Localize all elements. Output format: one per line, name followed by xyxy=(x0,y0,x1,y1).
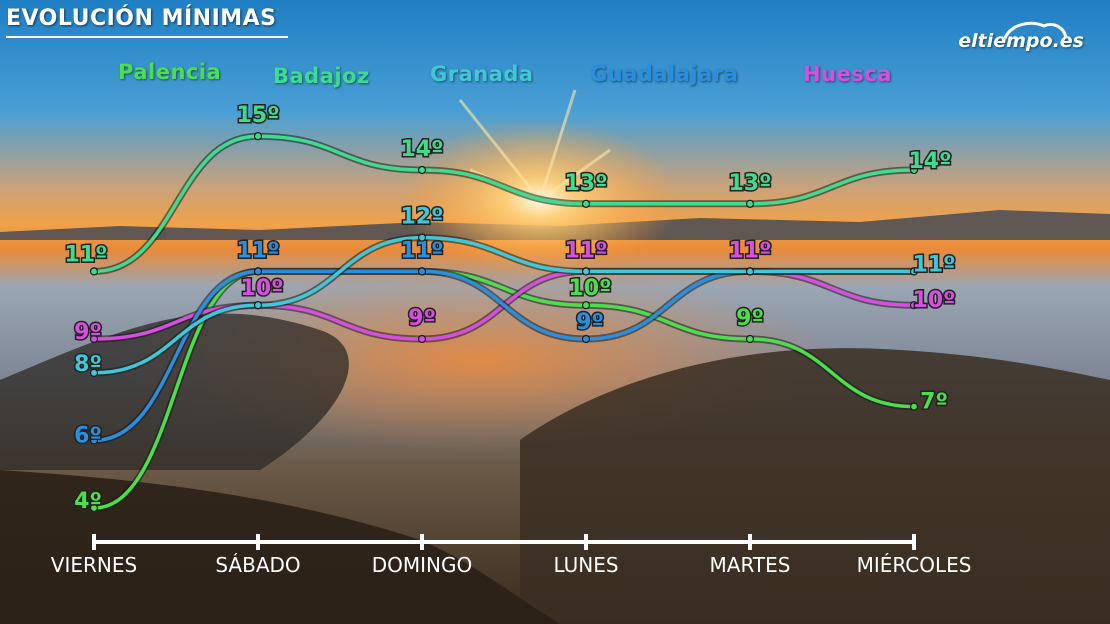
value-label-guadalajara-3: 9º xyxy=(576,310,604,335)
value-label-huesca-3: 11º xyxy=(564,238,607,263)
point-huesca-0 xyxy=(89,334,99,344)
point-granada-4 xyxy=(745,267,755,276)
legend-guadalajara: Guadalajara xyxy=(590,62,739,86)
point-granada-3 xyxy=(581,267,591,276)
cloud-logo-icon xyxy=(1002,21,1068,41)
value-label-badajoz-4: 13º xyxy=(728,171,771,196)
value-label-guadalajara-2: 11º xyxy=(400,238,443,263)
legend-huesca: Huesca xyxy=(803,62,892,86)
value-label-badajoz-0: 11º xyxy=(64,242,107,267)
legend-granada: Granada xyxy=(430,62,534,86)
x-tick-label-miercoles: MIÉRCOLES xyxy=(857,553,972,577)
point-guadalajara-0 xyxy=(89,436,99,445)
series-line-badajoz xyxy=(92,134,916,274)
value-label-palencia-3: 10º xyxy=(568,276,611,301)
value-label-huesca-2: 9º xyxy=(408,306,436,331)
value-label-guadalajara-0: 6º xyxy=(74,423,102,448)
series-line-palencia xyxy=(92,269,916,510)
value-label-badajoz-3: 13º xyxy=(564,171,607,196)
point-huesca-2 xyxy=(417,334,427,344)
point-guadalajara-1 xyxy=(253,267,263,276)
point-guadalajara-3 xyxy=(581,334,591,344)
value-label-badajoz-2: 14º xyxy=(400,137,443,162)
point-granada-1 xyxy=(253,301,263,310)
x-tick-label-sabado: SÁBADO xyxy=(215,553,300,577)
title-underline xyxy=(6,36,288,38)
point-badajoz-3 xyxy=(581,199,591,208)
legend-palencia: Palencia xyxy=(118,60,222,84)
point-badajoz-0 xyxy=(89,267,99,276)
value-label-granada-5: 11º xyxy=(912,252,955,277)
point-guadalajara-2 xyxy=(417,267,427,276)
value-label-guadalajara-1: 11º xyxy=(236,238,279,263)
point-badajoz-4 xyxy=(745,199,755,208)
point-palencia-0 xyxy=(89,503,99,513)
point-palencia-3 xyxy=(581,301,591,310)
value-label-granada-2: 12º xyxy=(400,205,443,230)
value-label-badajoz-1: 15º xyxy=(236,103,279,128)
value-label-huesca-5: 10º xyxy=(912,288,955,313)
point-badajoz-2 xyxy=(417,165,427,175)
point-huesca-5 xyxy=(909,301,919,310)
value-label-huesca-4: 11º xyxy=(728,238,771,263)
point-granada-0 xyxy=(89,368,99,377)
graphic-title: EVOLUCIÓN MÍNIMAS xyxy=(6,6,277,31)
point-palencia-5 xyxy=(909,402,919,411)
x-tick-label-domingo: DOMINGO xyxy=(372,553,473,577)
value-label-granada-0: 8º xyxy=(74,352,102,377)
point-palencia-4 xyxy=(745,334,755,344)
x-tick-label-martes: MARTES xyxy=(710,553,791,577)
value-label-huesca-1: 10º xyxy=(240,276,283,301)
value-label-palencia-4: 9º xyxy=(736,306,764,331)
legend-badajoz: Badajoz xyxy=(273,64,370,88)
value-label-huesca-0: 9º xyxy=(74,320,102,345)
point-granada-5 xyxy=(909,267,919,276)
x-tick-label-viernes: VIERNES xyxy=(51,553,137,577)
value-label-badajoz-5: 14º xyxy=(908,149,951,174)
brand-logo: eltiempo.es xyxy=(958,30,1084,52)
value-label-palencia-0: 4º xyxy=(74,489,102,514)
x-tick-label-lunes: LUNES xyxy=(553,553,618,577)
point-badajoz-5 xyxy=(909,165,919,175)
value-label-palencia-5: 7º xyxy=(920,390,948,415)
point-badajoz-1 xyxy=(253,132,263,141)
point-granada-2 xyxy=(417,233,427,242)
